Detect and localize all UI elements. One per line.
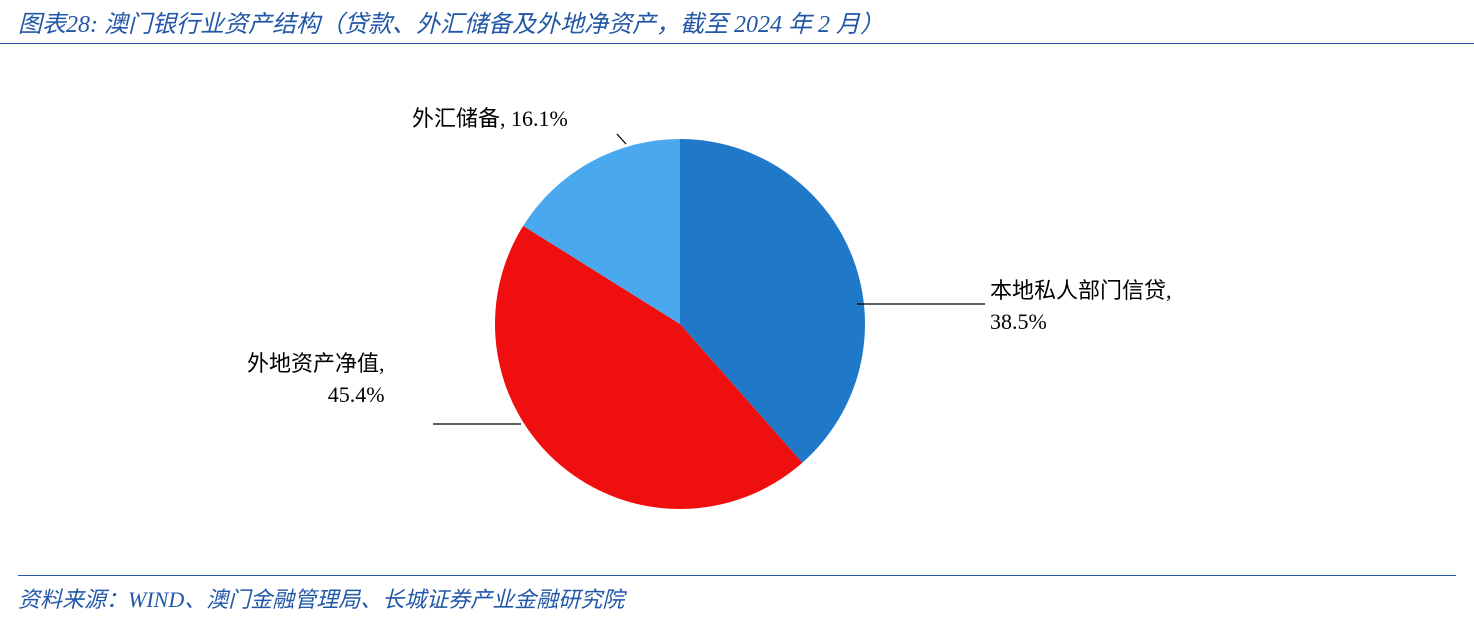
pie-chart (0, 44, 1474, 554)
chart-title-prefix: 图表28: (18, 12, 98, 38)
slice-label-2: 外汇储备, 16.1% (412, 104, 568, 135)
leader-line-2 (617, 134, 626, 144)
chart-title-text: 澳门银行业资产结构（贷款、外汇储备及外地净资产，截至 2024 年 2 月） (104, 12, 884, 38)
slice-label-line1-1: 外地资产净值, (247, 349, 385, 380)
slice-label-line1-2: 外汇储备, 16.1% (412, 104, 568, 135)
chart-title-bar: 图表28: 澳门银行业资产结构（贷款、外汇储备及外地净资产，截至 2024 年 … (0, 0, 1474, 44)
slice-label-line2-1: 45.4% (247, 380, 385, 411)
chart-source-text: 资料来源：WIND、澳门金融管理局、长城证券产业金融研究院 (18, 587, 624, 612)
chart-area: 本地私人部门信贷, 38.5% 外地资产净值, 45.4% 外汇储备, 16.1% (0, 44, 1474, 554)
chart-source: 资料来源：WIND、澳门金融管理局、长城证券产业金融研究院 (18, 575, 1456, 614)
slice-label-0: 本地私人部门信贷, 38.5% (990, 276, 1172, 338)
slice-label-line2-0: 38.5% (990, 307, 1172, 338)
slice-label-1: 外地资产净值, 45.4% (247, 349, 385, 411)
slice-label-line1-0: 本地私人部门信贷, (990, 276, 1172, 307)
